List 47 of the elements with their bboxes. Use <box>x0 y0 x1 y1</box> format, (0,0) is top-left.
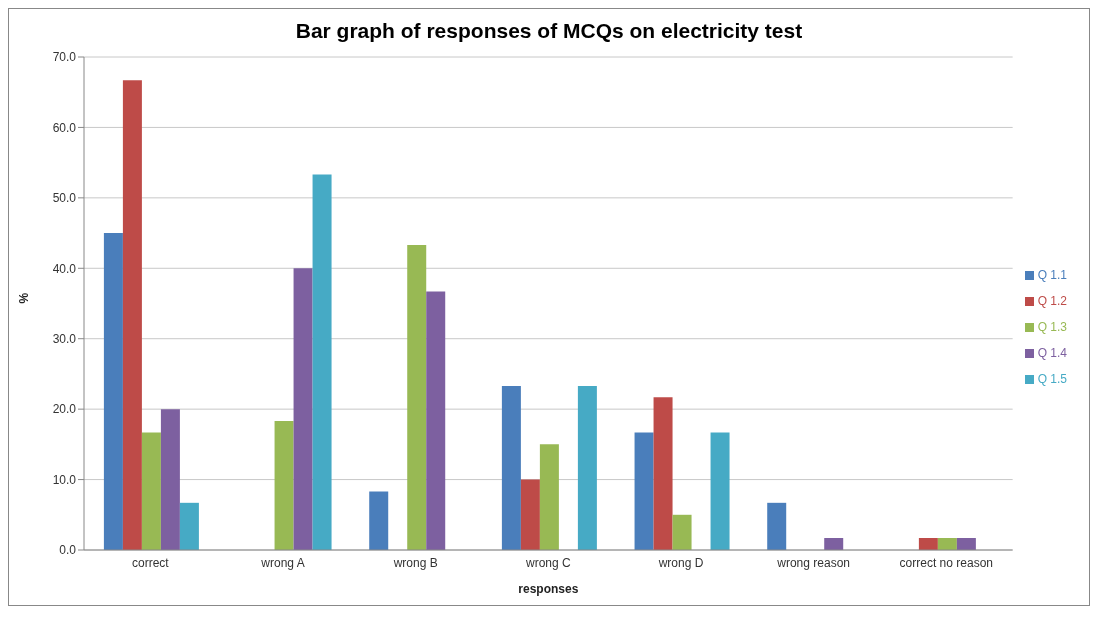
bar <box>520 479 540 550</box>
y-tick-label: 60.0 <box>52 120 77 135</box>
x-tick-label: wrong A <box>260 555 305 570</box>
bar <box>653 397 673 550</box>
bar <box>312 174 332 550</box>
y-tick-label: 10.0 <box>52 472 77 487</box>
legend-label: Q 1.2 <box>1037 294 1067 308</box>
chart-title: Bar graph of responses of MCQs on electricity test <box>294 18 804 44</box>
bar <box>710 432 730 550</box>
y-tick-label: 0.0 <box>59 543 77 558</box>
bar <box>179 502 199 550</box>
bar <box>956 538 976 550</box>
bar <box>672 514 692 550</box>
legend-label: Q 1.1 <box>1037 268 1067 282</box>
bar <box>577 385 597 550</box>
bar <box>122 80 142 550</box>
bar <box>274 421 294 550</box>
y-tick-label: 40.0 <box>52 261 77 276</box>
bar <box>501 385 521 550</box>
x-tick-label: wrong C <box>524 555 571 570</box>
bar <box>824 538 844 550</box>
bar <box>407 245 427 550</box>
bar <box>160 409 180 550</box>
bar <box>539 444 559 550</box>
legend-label: Q 1.3 <box>1037 320 1067 334</box>
x-tick-label: wrong D <box>657 555 704 570</box>
bar <box>634 432 654 550</box>
bar <box>937 538 957 550</box>
legend-label: Q 1.4 <box>1037 346 1067 360</box>
bar <box>918 538 938 550</box>
bar <box>141 432 161 550</box>
y-tick-label: 70.0 <box>52 50 77 65</box>
x-tick-label: correct <box>131 555 170 570</box>
bar <box>369 491 389 550</box>
bar <box>767 502 787 550</box>
legend-label: Q 1.5 <box>1037 372 1067 386</box>
x-axis-title: responses <box>518 582 579 596</box>
y-tick-label: 50.0 <box>52 191 77 206</box>
bar <box>426 291 446 550</box>
y-tick-label: 20.0 <box>52 402 77 417</box>
y-tick-label: 30.0 <box>52 331 77 346</box>
y-axis-title: % <box>17 292 32 304</box>
bar <box>103 233 123 550</box>
x-tick-label: correct no reason <box>899 555 993 570</box>
x-tick-label: wrong B <box>392 555 438 570</box>
bar <box>293 268 313 550</box>
x-tick-label: wrong reason <box>776 555 851 570</box>
